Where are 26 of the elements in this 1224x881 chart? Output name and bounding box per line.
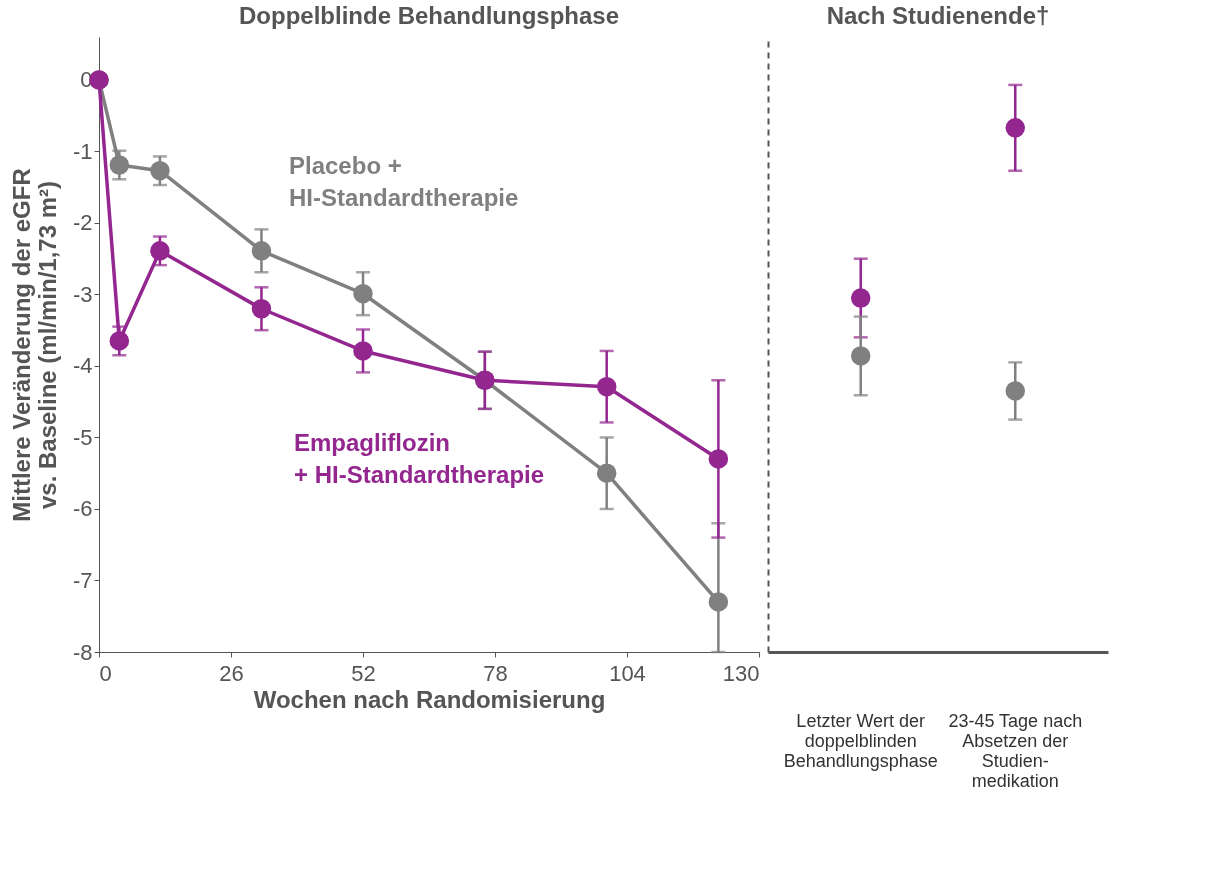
point [1005, 381, 1026, 401]
x-tick-label: 78 [483, 660, 508, 686]
x-tick-label: Letzter Wert der doppelblinden Behandlungsphase [783, 710, 938, 771]
y-axis-title: Mittlere Veränderung der eGFR vs. Baseline (ml/min/1,73 m²) [7, 168, 61, 522]
chart-title: Doppelblinde Behandlungsphase [238, 2, 620, 29]
y-tick-label: -6 [72, 496, 93, 522]
x-tick-label: 0 [99, 660, 112, 686]
x-tick-label: 23-45 Tage nach Absetzen der Studien- medikation [948, 710, 1083, 791]
point [1005, 118, 1026, 138]
y-tick-label: -7 [72, 567, 93, 593]
y-tick-label: -4 [72, 353, 93, 379]
x-axis-title: Wochen nach Randomisierung [253, 685, 606, 713]
y-tick-label: -2 [72, 210, 93, 236]
x-tick-label: 104 [609, 660, 646, 686]
y-tick-label: -1 [72, 138, 93, 164]
y-tick-label: -3 [72, 281, 93, 307]
point [850, 346, 871, 366]
y-tick-label: -8 [72, 639, 93, 665]
x-tick-label: 26 [219, 660, 244, 686]
series-label: Placebo + HI-Standardtherapie [289, 152, 519, 211]
point [850, 288, 871, 308]
legend-label: Empagliflozin + HI-Standardtherapie [294, 429, 545, 488]
x-tick-label: 130 [722, 660, 760, 686]
x-tick-label: 52 [351, 660, 376, 686]
y-tick-label: -5 [72, 424, 93, 450]
chart-title: Nach Studienende† [826, 2, 1050, 29]
